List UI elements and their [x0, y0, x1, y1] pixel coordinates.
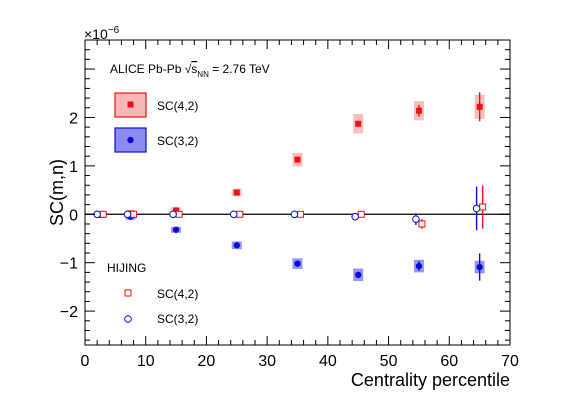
x-tick-label: 0 [81, 353, 90, 370]
data-point-sc32 [355, 271, 362, 279]
legend-sc42-label: SC(4,2) [157, 99, 198, 113]
plot-frame [84, 39, 511, 346]
data-point-sc42 [476, 103, 483, 110]
legend-hijing: HIJING SC(4,2) SC(3,2) [107, 261, 198, 326]
collision-system-label: ALICE Pb-Pb √sNN = 2.76 TeV [110, 62, 270, 79]
x-tick-label: 70 [501, 353, 519, 370]
hijing-point-sc32 [472, 204, 481, 213]
legend-hijing-sc32-marker [124, 315, 132, 323]
hijing-point-sc42 [99, 210, 107, 218]
x-tick-label: 10 [137, 353, 155, 370]
data-point-sc42 [294, 156, 301, 163]
y-tick-label: 2 [69, 110, 78, 127]
hijing-point-sc42 [236, 210, 244, 218]
y-multiplier: ×10−6 [84, 25, 120, 42]
x-axis-title: Centrality percentile [351, 370, 510, 390]
hijing-point-sc32 [229, 210, 238, 219]
legend-sc42-marker [127, 101, 134, 108]
data-point-sc32 [294, 260, 301, 267]
x-tick-label: 50 [380, 353, 398, 370]
data-point-sc42 [233, 189, 240, 196]
data-point-sc32 [233, 242, 240, 249]
legend-sc32-marker [127, 136, 134, 144]
hijing-point-sc42 [130, 210, 138, 218]
legend-hijing-sc42-label: SC(4,2) [157, 287, 198, 301]
x-tick-label: 20 [198, 353, 216, 370]
legend-data: SC(4,2) SC(3,2) [114, 92, 198, 153]
y-tick-label: 1 [69, 159, 78, 176]
y-tick-label: −2 [60, 304, 78, 321]
hijing-point-sc42 [297, 210, 305, 218]
hijing-point-sc42 [357, 210, 365, 218]
legend-hijing-sc32-label: SC(3,2) [157, 312, 198, 326]
data-point-sc42 [173, 207, 180, 214]
hijing-point-sc32 [412, 215, 420, 223]
data-point-sc32 [476, 263, 483, 271]
axes: 0 10 20 30 40 50 60 70 −2 −1 0 1 2 [60, 39, 519, 370]
hijing-point-sc42 [479, 203, 487, 211]
legend-sc32-label: SC(3,2) [157, 134, 198, 148]
data-point-sc42 [415, 107, 422, 114]
data-point-sc42 [355, 120, 362, 127]
y-tick-label: −1 [60, 256, 78, 273]
x-tick-label: 40 [319, 353, 337, 370]
hijing-point-sc32 [351, 212, 359, 221]
data-point-sc32 [172, 226, 180, 233]
hijing-point-sc42 [175, 210, 183, 218]
data-point-sc32 [415, 262, 423, 270]
x-tick-label: 30 [258, 353, 276, 370]
hijing-point-sc32 [290, 210, 299, 219]
x-tick-label: 60 [440, 353, 458, 370]
hijing-point-sc42 [418, 220, 426, 228]
hijing-label: HIJING [107, 261, 146, 275]
plot-area [85, 92, 510, 282]
hijing-point-sc32 [169, 210, 177, 219]
y-axis-title: SC(m,n) [47, 159, 67, 226]
sqrt-overline-s: s [191, 62, 197, 76]
legend-hijing-sc42-marker [124, 289, 132, 297]
hijing-point-sc32 [123, 210, 132, 219]
y-tick-label: 0 [69, 207, 78, 224]
